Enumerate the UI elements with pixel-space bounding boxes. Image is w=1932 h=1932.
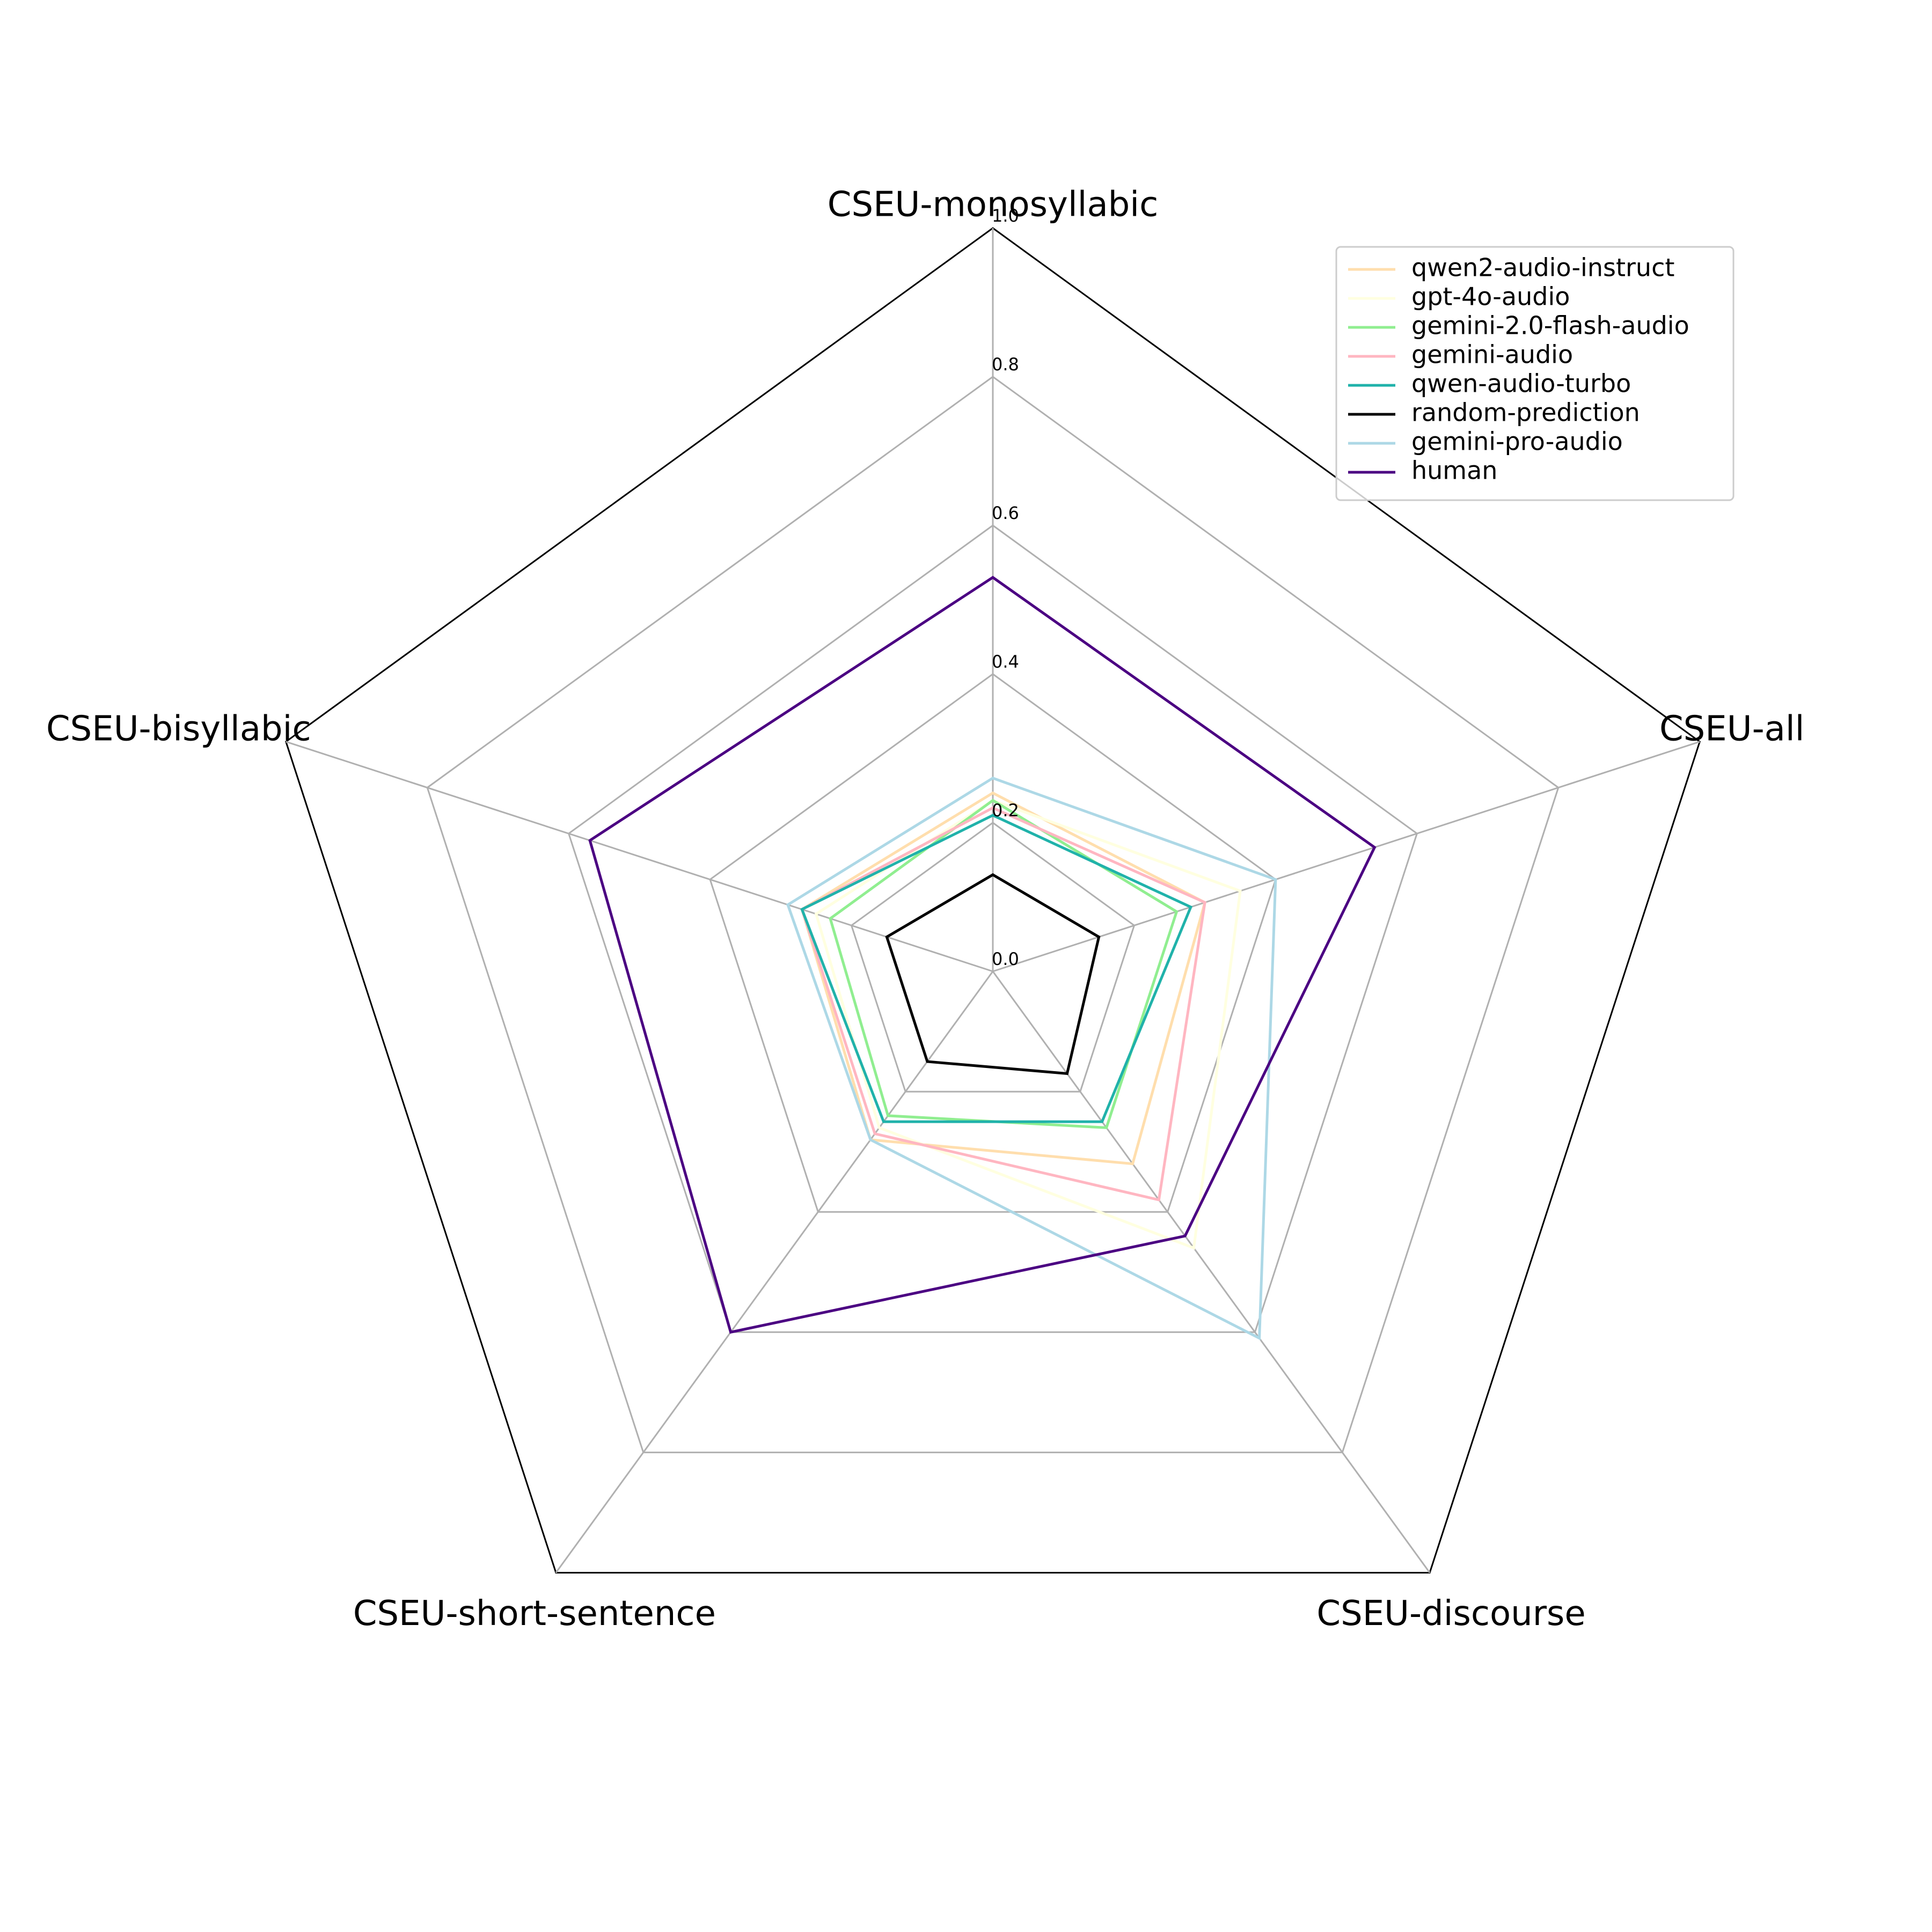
outer-frame	[285, 227, 1701, 1574]
series-line-qwen-audio-turbo	[800, 814, 1193, 1123]
legend-label: gemini-2.0-flash-audio	[1411, 311, 1689, 340]
legend-label: gpt-4o-audio	[1411, 282, 1570, 311]
grid-ring	[426, 376, 1560, 1453]
series-line-human	[588, 575, 1377, 1334]
axis-label: CSEU-short-sentence	[353, 1594, 716, 1634]
grid-ring	[567, 524, 1418, 1333]
tick-label: 0.4	[992, 652, 1019, 672]
axis-label: CSEU-discourse	[1316, 1594, 1585, 1634]
tick-layer: 0.0 0.2 0.4 0.6 0.8 1.0	[992, 206, 1019, 969]
tick-label: 0.6	[992, 503, 1019, 523]
tick-label: 0.0	[992, 949, 1019, 969]
legend-frame	[1335, 246, 1735, 501]
grid-spoke	[992, 971, 1431, 1574]
series-line-random-prediction	[885, 873, 1101, 1075]
series-line-gemini-audio	[800, 806, 1206, 1202]
series-line-qwen2-audio-instruct	[800, 791, 1207, 1166]
tick-label: 0.8	[992, 354, 1019, 375]
grid-spoke	[992, 741, 1700, 972]
legend-label: qwen2-audio-instruct	[1411, 253, 1674, 282]
grid-layer	[285, 227, 1701, 1574]
series-line-gemini-pro-audio	[786, 777, 1277, 1341]
axis-label-layer: CSEU-monosyllabic CSEU-all CSEU-discourse C…	[46, 185, 1805, 1634]
tick-label: 0.2	[992, 800, 1019, 821]
grid-ring	[850, 822, 1136, 1093]
legend-label: qwen-audio-turbo	[1411, 369, 1631, 398]
grid-spoke	[555, 971, 994, 1574]
legend: qwen2-audio-instructgpt-4o-audiogemini-2…	[1335, 246, 1735, 501]
axis-label: CSEU-monosyllabic	[828, 185, 1159, 225]
series-layer	[588, 575, 1377, 1341]
legend-label: random-prediction	[1411, 398, 1640, 427]
axis-label: CSEU-all	[1659, 709, 1804, 749]
grid-spoke	[286, 741, 993, 972]
legend-label: gemini-pro-audio	[1411, 427, 1623, 456]
legend-label: gemini-audio	[1411, 340, 1573, 369]
legend-label: human	[1411, 456, 1497, 485]
grid-ring	[709, 673, 1277, 1213]
series-line-gpt-4o-audio	[814, 799, 1242, 1250]
tick-label: 1.0	[992, 206, 1019, 226]
axis-label: CSEU-bisyllabic	[46, 709, 311, 749]
